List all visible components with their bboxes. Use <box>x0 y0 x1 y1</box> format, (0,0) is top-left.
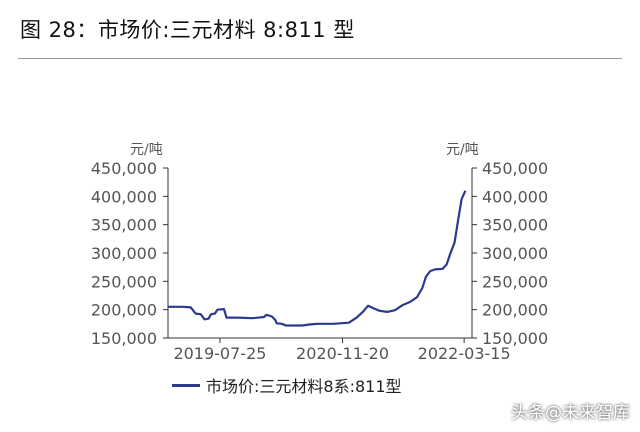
x-tick-label: 2020-11-20 <box>296 344 389 363</box>
right-tick-label: 400,000 <box>482 187 548 206</box>
right-axis-unit: 元/吨 <box>446 142 479 158</box>
left-tick-label: 300,000 <box>91 244 157 263</box>
title-divider <box>18 58 622 59</box>
right-tick-label: 250,000 <box>482 272 548 291</box>
chart-title: 图 28：市场价:三元材料 8:811 型 <box>20 18 355 42</box>
left-tick-label: 150,000 <box>91 329 157 348</box>
x-tick-label: 2022-03-15 <box>418 344 511 363</box>
right-tick-label: 300,000 <box>482 244 548 263</box>
left-tick-label: 450,000 <box>91 159 157 178</box>
legend: 市场价:三元材料8系:811型 <box>172 373 402 397</box>
legend-label: 市场价:三元材料8系:811型 <box>206 377 402 396</box>
series-line-811 <box>168 190 467 327</box>
right-tick-label: 450,000 <box>482 159 548 178</box>
right-tick-label: 150,000 <box>482 329 548 348</box>
left-tick-label: 350,000 <box>91 216 157 235</box>
right-tick-label: 200,000 <box>482 301 548 320</box>
legend-swatch <box>172 383 200 387</box>
left-tick-label: 400,000 <box>91 187 157 206</box>
left-tick-label: 250,000 <box>91 272 157 291</box>
left-tick-label: 200,000 <box>91 301 157 320</box>
left-axis-unit: 元/吨 <box>130 142 163 158</box>
right-tick-label: 350,000 <box>482 216 548 235</box>
x-tick-label: 2019-07-25 <box>173 344 266 363</box>
watermark: 头条@未来智库 <box>511 403 630 423</box>
